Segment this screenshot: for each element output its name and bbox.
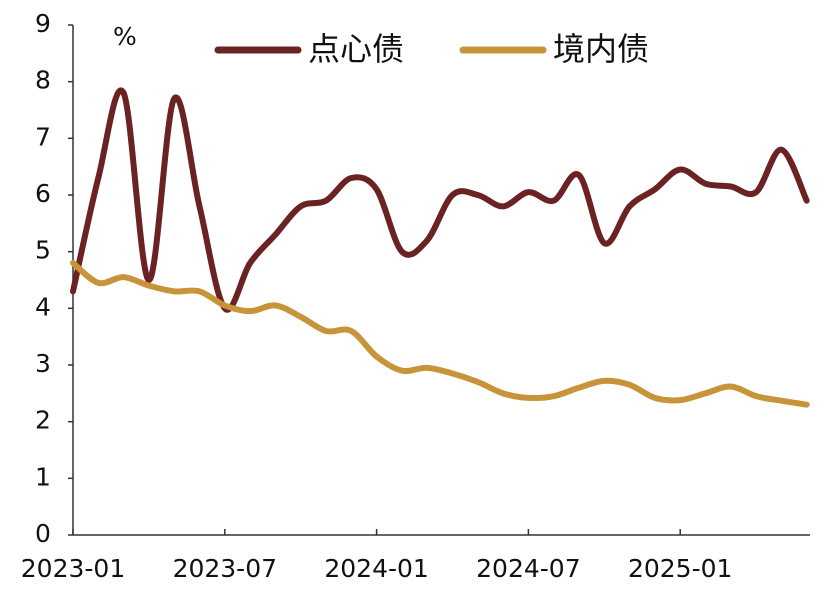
- y-tick-label: 5: [35, 236, 51, 265]
- line-series: [70, 260, 810, 408]
- x-tick-label: 2024-01: [324, 554, 428, 583]
- line-series: [70, 87, 810, 313]
- x-tick-label: 2024-07: [476, 554, 580, 583]
- y-tick-label: 3: [35, 349, 51, 378]
- y-tick-label: 4: [35, 292, 51, 321]
- y-unit-label: %: [113, 22, 137, 51]
- x-tick-label: 2023-01: [21, 554, 125, 583]
- y-tick-label: 7: [35, 122, 51, 151]
- y-tick-label: 0: [35, 519, 51, 548]
- legend-label: 境内债: [553, 30, 649, 68]
- y-tick-label: 1: [35, 462, 51, 491]
- y-tick-label: 8: [35, 66, 51, 95]
- x-tick-label: 2025-01: [628, 554, 732, 583]
- y-tick-label: 2: [35, 406, 51, 435]
- y-tick-label: 6: [35, 179, 51, 208]
- y-tick-label: 9: [35, 9, 51, 38]
- legend-label: 点心债: [308, 30, 404, 68]
- x-tick-label: 2023-07: [173, 554, 277, 583]
